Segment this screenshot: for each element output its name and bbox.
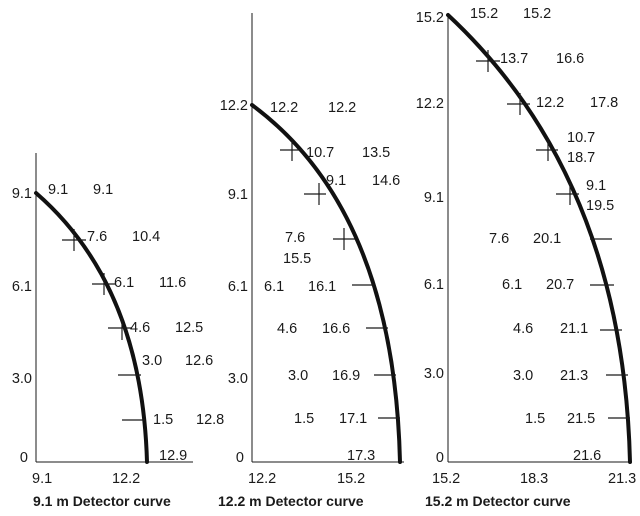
curve-label-right: 21.1 <box>560 321 588 337</box>
curve-label-right: 16.9 <box>332 368 360 384</box>
curve-label-left: 4.6 <box>130 320 150 336</box>
y-tick-label: 12.2 <box>220 98 248 114</box>
curve-label-left: 10.7 <box>306 145 334 161</box>
curve-label-left: 12.2 <box>536 95 564 111</box>
curve-label-right: 17.8 <box>590 95 618 111</box>
y-tick-label: 0 <box>236 450 244 466</box>
curve-label-right: 12.2 <box>328 100 356 116</box>
curve-label-right: 13.5 <box>362 145 390 161</box>
curve-label-right: 12.6 <box>185 353 213 369</box>
y-tick-label: 9.1 <box>424 190 444 206</box>
x-tick-label: 18.3 <box>520 471 548 487</box>
x-tick-label: 12.2 <box>248 471 276 487</box>
curve-label-right: 11.6 <box>159 275 186 291</box>
y-tick-label: 3.0 <box>12 371 32 387</box>
curve-label-right: 17.3 <box>347 448 375 464</box>
y-tick-label: 6.1 <box>424 277 444 293</box>
y-tick-label: 15.2 <box>416 10 444 26</box>
curve-label-right: 17.1 <box>339 411 367 427</box>
curve-label-left: 3.0 <box>288 368 308 384</box>
curve-label-left: 3.0 <box>142 353 162 369</box>
curve-label-right: 16.6 <box>322 321 350 337</box>
x-tick-label: 9.1 <box>32 471 52 487</box>
curve-label-left: 6.1 <box>502 277 522 293</box>
curve-label-left: 4.6 <box>513 321 533 337</box>
tick-marks <box>280 139 400 419</box>
curve-label-right: 12.8 <box>196 412 224 428</box>
y-tick-label: 9.1 <box>12 186 32 202</box>
curve-label-left: 6.1 <box>264 279 284 295</box>
curve-label-right: 21.6 <box>573 448 601 464</box>
y-tick-label: 0 <box>20 450 28 466</box>
panel-15-2m: 0 3.0 6.1 9.1 12.2 15.2 15.2 18.3 21.3 1… <box>416 6 636 509</box>
y-tick-label: 0 <box>436 450 444 466</box>
y-tick-label: 6.1 <box>12 279 32 295</box>
curve-label-left: 3.0 <box>513 368 533 384</box>
x-tick-label: 15.2 <box>337 471 365 487</box>
curve-label-left: 6.1 <box>114 275 134 291</box>
curve-label-right: 16.6 <box>556 51 584 67</box>
x-tick-label: 21.3 <box>608 471 636 487</box>
panel-12-2m: 0 3.0 6.1 9.1 12.2 12.2 15.2 12.2 12.2 1… <box>218 13 404 509</box>
curve-label-left: 10.7 <box>567 130 595 146</box>
curve-label-right: 9.1 <box>93 182 113 198</box>
curve-label-left: 1.5 <box>525 411 545 427</box>
tick-marks <box>476 50 630 419</box>
curve-label-left: 7.6 <box>285 230 305 246</box>
detector-curve <box>250 103 402 464</box>
curve-label-left: 9.1 <box>48 182 68 198</box>
panel-caption: 15.2 m Detector curve <box>425 493 571 509</box>
x-tick-label: 12.2 <box>112 471 140 487</box>
tick-marks <box>62 229 145 421</box>
curve-label-right: 10.4 <box>132 229 160 245</box>
curve-label-left: 9.1 <box>586 178 606 194</box>
curve-label-left: 4.6 <box>277 321 297 337</box>
curve-label-left: 12.2 <box>270 100 298 116</box>
curve-label-right: 15.5 <box>283 251 311 267</box>
curve-label-right: 21.5 <box>567 411 595 427</box>
curve-label-right: 18.7 <box>567 150 595 166</box>
y-tick-label: 6.1 <box>228 279 248 295</box>
curve-label-right: 16.1 <box>308 279 336 295</box>
curve-label-right: 20.1 <box>533 231 561 247</box>
curve-label-left: 1.5 <box>153 412 173 428</box>
x-tick-label: 15.2 <box>432 471 460 487</box>
y-tick-label: 12.2 <box>416 96 444 112</box>
curve-label-left: 13.7 <box>500 51 528 67</box>
curve-label-right: 12.5 <box>175 320 203 336</box>
curve-label-left: 1.5 <box>294 411 314 427</box>
curve-label-right: 15.2 <box>523 6 551 22</box>
curve-label-left: 15.2 <box>470 6 498 22</box>
curve-label-right: 21.3 <box>560 368 588 384</box>
curve-label-left: 7.6 <box>87 229 107 245</box>
y-tick-label: 3.0 <box>228 371 248 387</box>
curve-label-left: 7.6 <box>489 231 509 247</box>
curve-label-right: 20.7 <box>546 277 574 293</box>
y-tick-label: 3.0 <box>424 366 444 382</box>
detector-curve <box>34 191 149 464</box>
panel-caption: 9.1 m Detector curve <box>33 493 171 509</box>
panel-9-1m: 0 3.0 6.1 9.1 9.1 12.2 9.1 9.1 7.6 10.4 … <box>12 153 224 509</box>
panel-caption: 12.2 m Detector curve <box>218 493 364 509</box>
y-tick-label: 9.1 <box>228 187 248 203</box>
curve-label-right: 14.6 <box>372 173 400 189</box>
curve-label-right: 19.5 <box>586 198 614 214</box>
curve-label-left: 9.1 <box>326 173 346 189</box>
detector-curve <box>446 13 632 464</box>
curve-label-right: 12.9 <box>159 448 187 464</box>
